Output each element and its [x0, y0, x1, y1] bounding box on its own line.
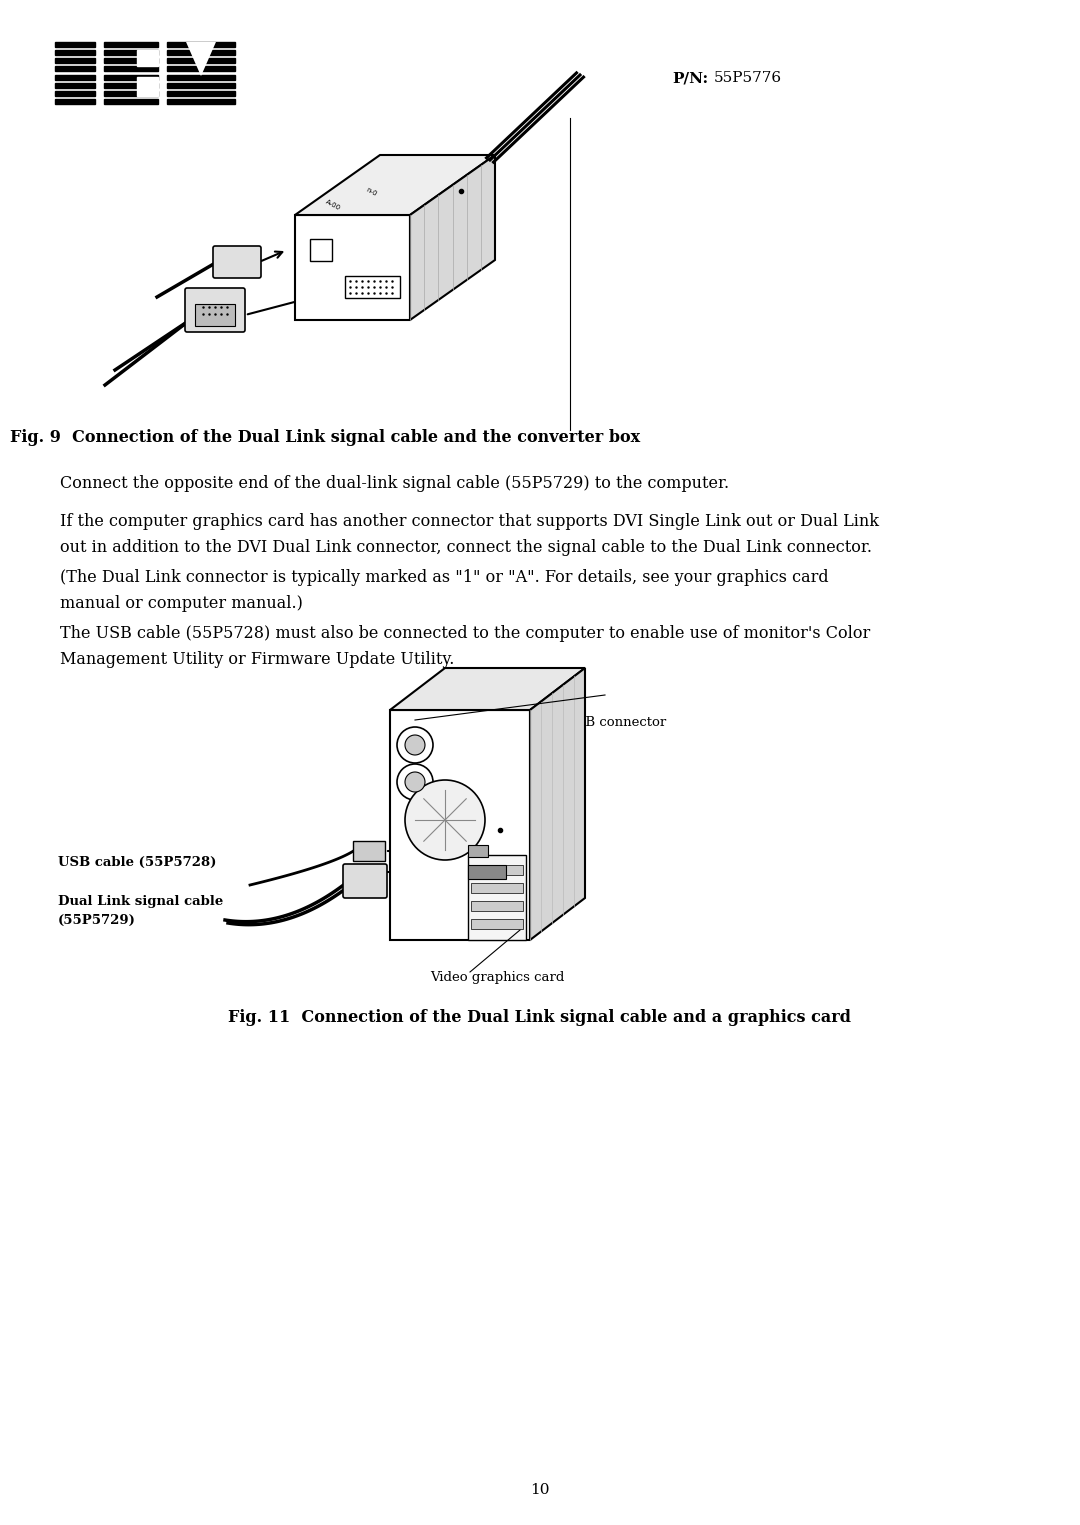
Bar	[55, 58, 95, 63]
Bar	[471, 883, 523, 894]
Bar	[137, 50, 158, 67]
Bar	[353, 840, 384, 862]
Text: Fig. 9  Connection of the Dual Link signal cable and the converter box: Fig. 9 Connection of the Dual Link signa…	[10, 430, 640, 447]
Text: out in addition to the DVI Dual Link connector, connect the signal cable to the : out in addition to the DVI Dual Link con…	[60, 538, 872, 557]
Text: Management Utility or Firmware Update Utility.: Management Utility or Firmware Update Ut…	[60, 651, 455, 668]
Polygon shape	[530, 668, 585, 939]
Bar	[468, 856, 526, 939]
Text: (The Dual Link connector is typically marked as "1" or "A". For details, see you: (The Dual Link connector is typically ma…	[60, 569, 828, 586]
Polygon shape	[186, 43, 216, 76]
Bar	[104, 67, 158, 72]
Bar	[104, 50, 158, 55]
Text: n-0: n-0	[365, 186, 378, 197]
Bar	[104, 58, 158, 63]
Text: (55P5729): (55P5729)	[58, 913, 136, 927]
Polygon shape	[390, 711, 530, 939]
Text: Video graphics card: Video graphics card	[430, 971, 565, 985]
Bar	[167, 43, 235, 47]
Text: The USB cable (55P5728) must also be connected to the computer to enable use of : The USB cable (55P5728) must also be con…	[60, 625, 870, 642]
Bar	[468, 865, 507, 878]
Text: Dual Link signal cable: Dual Link signal cable	[58, 895, 224, 909]
Circle shape	[405, 772, 426, 791]
FancyBboxPatch shape	[343, 865, 387, 898]
Circle shape	[397, 764, 433, 801]
Bar	[468, 845, 488, 857]
Bar	[55, 50, 95, 55]
Bar	[55, 82, 95, 87]
Bar	[104, 92, 158, 96]
Text: A-00: A-00	[325, 198, 341, 212]
Polygon shape	[390, 668, 585, 711]
Polygon shape	[295, 156, 495, 215]
Text: manual or computer manual.): manual or computer manual.)	[60, 595, 302, 612]
Bar	[55, 67, 95, 72]
FancyBboxPatch shape	[185, 288, 245, 332]
Text: USB cable (55P5728): USB cable (55P5728)	[58, 856, 216, 869]
Text: Connect the opposite end of the dual-link signal cable (55P5729) to the computer: Connect the opposite end of the dual-lin…	[60, 474, 729, 493]
Bar	[167, 75, 235, 79]
Polygon shape	[295, 215, 410, 320]
Bar	[345, 276, 400, 297]
FancyBboxPatch shape	[213, 246, 261, 278]
Bar	[55, 43, 95, 47]
Polygon shape	[410, 156, 495, 320]
Bar	[471, 901, 523, 910]
Circle shape	[397, 727, 433, 762]
Bar	[104, 75, 158, 79]
Bar	[167, 50, 235, 55]
Text: 10: 10	[530, 1482, 550, 1498]
Bar	[167, 99, 235, 104]
Bar	[310, 239, 332, 261]
Bar	[55, 75, 95, 79]
Bar	[195, 303, 235, 326]
Bar	[471, 865, 523, 875]
Text: If the computer graphics card has another connector that supports DVI Single Lin: If the computer graphics card has anothe…	[60, 512, 879, 531]
Bar	[167, 82, 235, 87]
Bar	[137, 78, 158, 96]
Bar	[104, 43, 158, 47]
Bar	[471, 920, 523, 929]
Bar	[167, 67, 235, 72]
Bar	[55, 92, 95, 96]
Text: USB connector: USB connector	[565, 717, 666, 729]
Text: P/N:: P/N:	[672, 72, 708, 85]
Text: Fig. 11  Connection of the Dual Link signal cable and a graphics card: Fig. 11 Connection of the Dual Link sign…	[229, 1010, 851, 1026]
Bar	[55, 99, 95, 104]
Bar	[104, 99, 158, 104]
Bar	[167, 58, 235, 63]
Bar	[167, 92, 235, 96]
Circle shape	[405, 779, 485, 860]
Circle shape	[405, 735, 426, 755]
Text: 55P5776: 55P5776	[714, 72, 782, 85]
Bar	[104, 82, 158, 87]
